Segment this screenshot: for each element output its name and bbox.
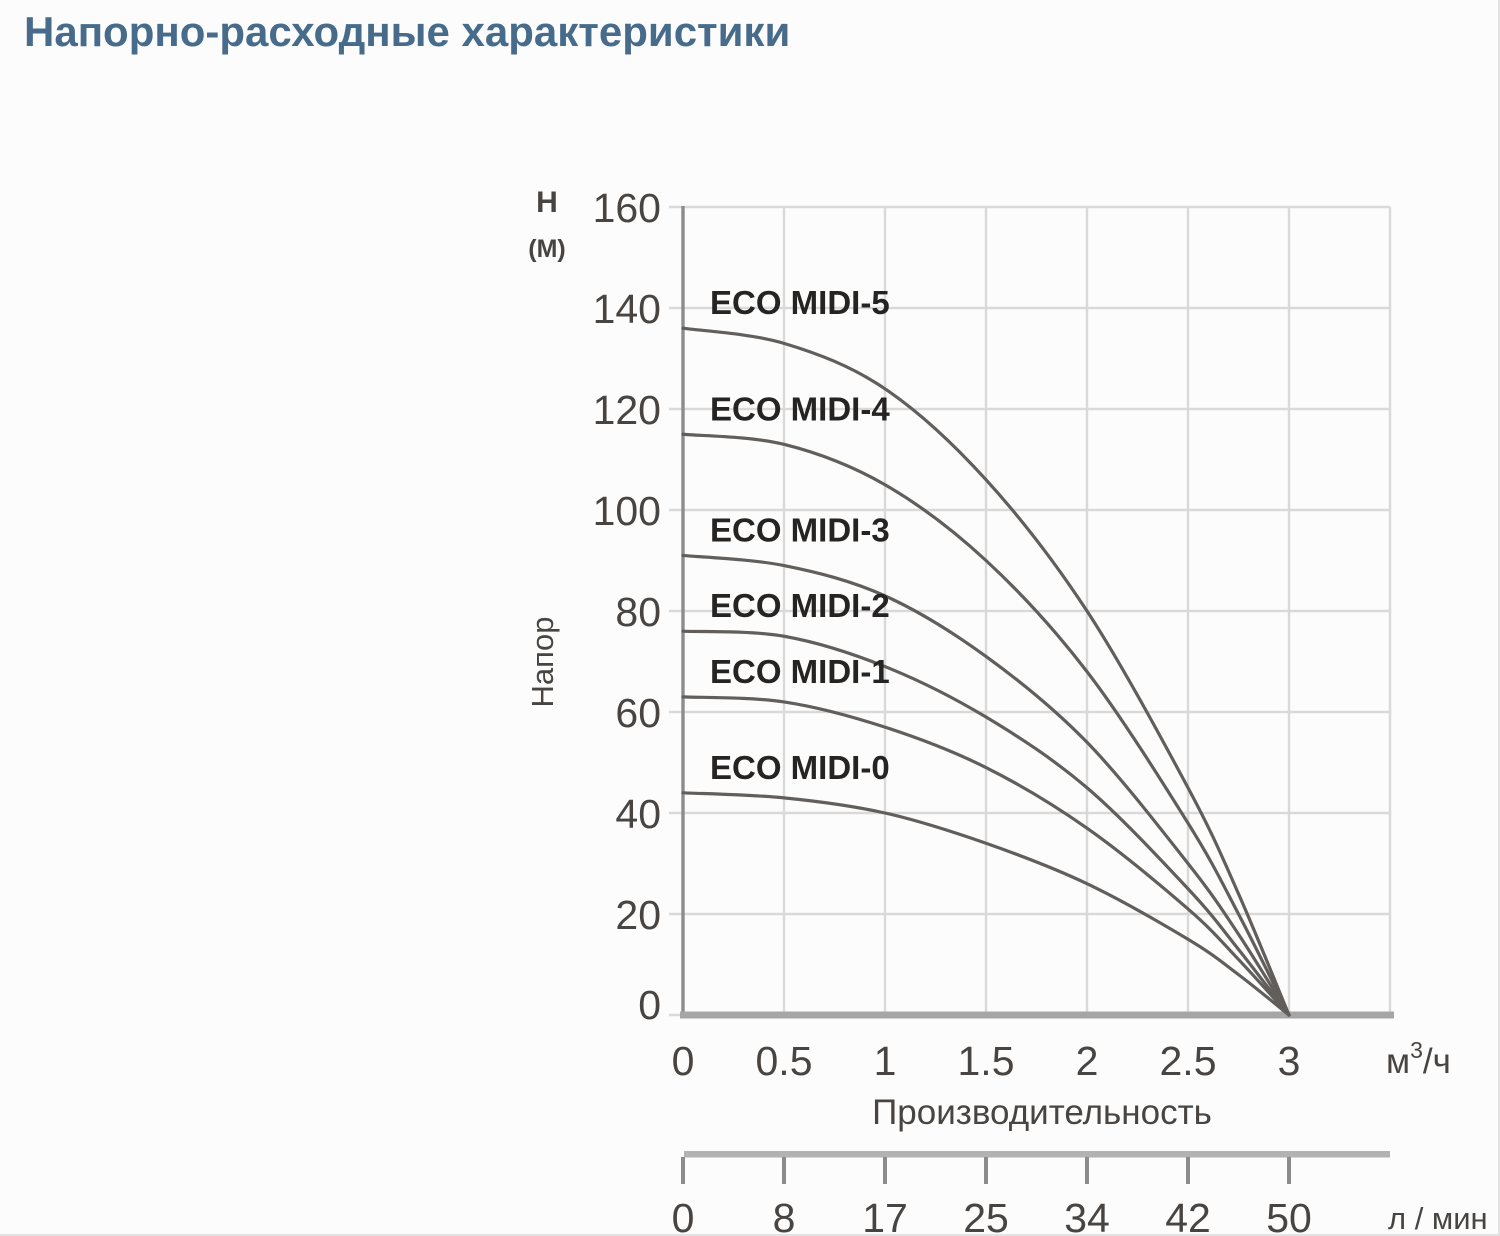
y-tick-label: 60 — [615, 690, 661, 736]
y-tick-label: 120 — [593, 387, 661, 433]
curve-eco-midi-4 — [681, 432, 1291, 1017]
series-label-eco-midi-0: ECO MIDI-0 — [710, 749, 890, 786]
secondary-axis-unit: л / мин — [1388, 1201, 1488, 1236]
series-label-eco-midi-3: ECO MIDI-3 — [710, 511, 890, 548]
secondary-tick-label: 34 — [1064, 1195, 1110, 1236]
y-axis-unit: (M) — [528, 235, 565, 263]
series-label-eco-midi-1: ECO MIDI-1 — [710, 653, 890, 690]
secondary-axis-tick — [782, 1157, 786, 1184]
curve-eco-midi-1 — [681, 695, 1291, 1017]
series-label-eco-midi-5: ECO MIDI-5 — [710, 284, 890, 321]
x-tick-label: 3 — [1278, 1038, 1301, 1084]
x-tick-label: 0 — [672, 1038, 695, 1084]
x-tick-label: 1.5 — [958, 1038, 1015, 1084]
y-tick-label: 20 — [615, 892, 661, 938]
secondary-tick-label: 50 — [1266, 1195, 1312, 1236]
y-tick-label: 0 — [638, 982, 661, 1028]
secondary-axis-tick — [883, 1157, 887, 1184]
secondary-axis-tick — [681, 1157, 685, 1184]
secondary-tick-label: 17 — [862, 1195, 908, 1236]
secondary-tick-label: 0 — [672, 1195, 695, 1236]
secondary-axis-tick — [1287, 1157, 1291, 1184]
secondary-axis-bar — [684, 1151, 1390, 1158]
secondary-axis-tick — [984, 1157, 988, 1184]
x-tick-label: 2 — [1076, 1038, 1099, 1084]
series-label-eco-midi-4: ECO MIDI-4 — [710, 390, 890, 427]
x-tick-label: 0.5 — [756, 1038, 813, 1084]
secondary-tick-label: 42 — [1165, 1195, 1211, 1236]
x-axis-unit: м3/ч — [1386, 1037, 1451, 1081]
y-axis-symbol: H — [536, 186, 558, 219]
secondary-axis-tick — [1085, 1157, 1089, 1184]
y-axis-label: Напор — [525, 617, 560, 708]
y-tick-label: 80 — [615, 589, 661, 635]
y-tick-label: 100 — [593, 488, 661, 534]
x-tick-label: 1 — [874, 1038, 897, 1084]
page-title: Напорно-расходные характеристики — [24, 8, 791, 55]
x-tick-label: 2.5 — [1160, 1038, 1217, 1084]
curve-eco-midi-2 — [681, 629, 1291, 1017]
y-tick-label: 140 — [593, 286, 661, 332]
y-tick-label: 40 — [615, 791, 661, 837]
series-label-eco-midi-2: ECO MIDI-2 — [710, 587, 890, 624]
secondary-tick-label: 8 — [773, 1195, 796, 1236]
secondary-axis-tick — [1186, 1157, 1190, 1184]
y-tick-label: 160 — [593, 185, 661, 231]
curve-eco-midi-3 — [681, 553, 1291, 1017]
curve-eco-midi-5 — [681, 326, 1291, 1017]
x-axis-label: Производительность — [872, 1093, 1212, 1132]
secondary-tick-label: 25 — [963, 1195, 1009, 1236]
curve-eco-midi-0 — [681, 791, 1291, 1017]
